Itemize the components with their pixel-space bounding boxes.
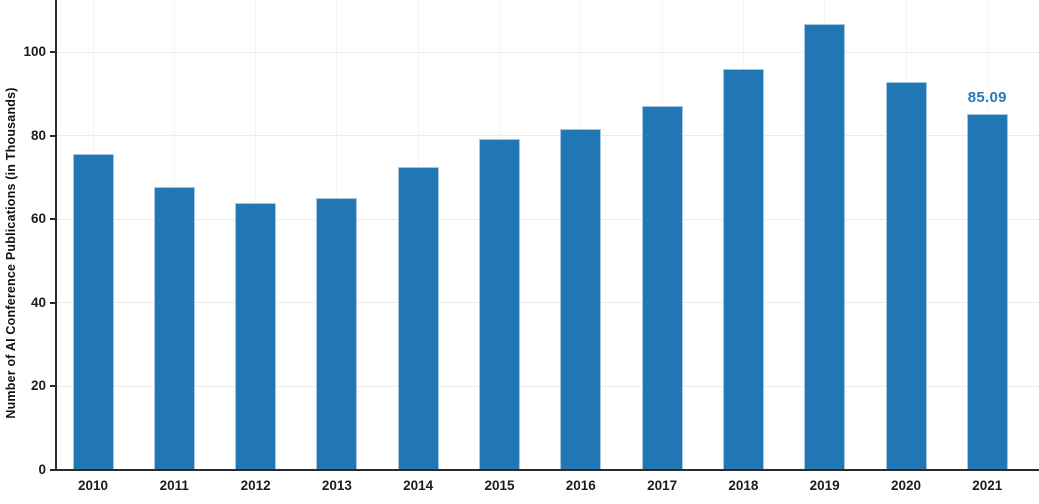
horizontal-gridline: [57, 135, 1039, 137]
x-axis-spine: [55, 469, 1039, 471]
bar-2014: [397, 166, 439, 470]
bar-2011: [153, 187, 195, 470]
bar-2010: [72, 154, 114, 470]
y-tick-label: 60: [30, 211, 46, 227]
x-tick-label: 2018: [728, 478, 759, 493]
bar-2013: [316, 198, 358, 470]
y-tick-label: 0: [38, 462, 46, 477]
bar-2015: [479, 138, 520, 470]
y-tick-label: 20: [30, 378, 46, 394]
x-tick-label: 2016: [565, 478, 596, 493]
x-tick-label: 2017: [647, 478, 678, 493]
y-tick-mark: [50, 134, 56, 137]
y-tick-label: 80: [30, 127, 46, 143]
y-tick-label: 100: [23, 44, 46, 59]
bar-2020: [885, 82, 927, 470]
x-tick-label: 2011: [159, 478, 189, 493]
x-tick-label: 2021: [972, 478, 1003, 493]
y-tick-mark: [50, 51, 56, 53]
x-tick-label: 2014: [403, 478, 434, 493]
y-tick-mark: [50, 218, 56, 221]
x-tick-label: 2019: [809, 478, 840, 493]
x-tick-label: 2013: [321, 478, 352, 493]
bar-2021: [966, 114, 1008, 470]
y-tick-mark: [50, 469, 56, 471]
x-tick-label: 2010: [77, 478, 109, 493]
y-tick-mark: [50, 301, 56, 304]
x-tick-label: 2012: [240, 478, 271, 493]
horizontal-gridline: [57, 218, 1039, 220]
horizontal-gridline: [57, 302, 1039, 304]
y-tick-label: 40: [30, 294, 46, 310]
bar-2019: [804, 23, 846, 470]
bar-2017: [641, 106, 683, 470]
horizontal-gridline: [57, 385, 1039, 387]
bar-2018: [722, 68, 764, 470]
bar-2016: [560, 129, 602, 470]
bar-2012: [235, 203, 277, 470]
x-tick-label: 2020: [890, 478, 922, 493]
y-axis-spine: [55, 0, 57, 471]
y-tick-mark: [50, 385, 56, 388]
horizontal-gridline: [57, 51, 1039, 53]
x-tick-label: 2015: [484, 478, 515, 493]
plot-area: 85.09: [57, 0, 1039, 470]
bar-value-label: 85.09: [967, 89, 1007, 107]
